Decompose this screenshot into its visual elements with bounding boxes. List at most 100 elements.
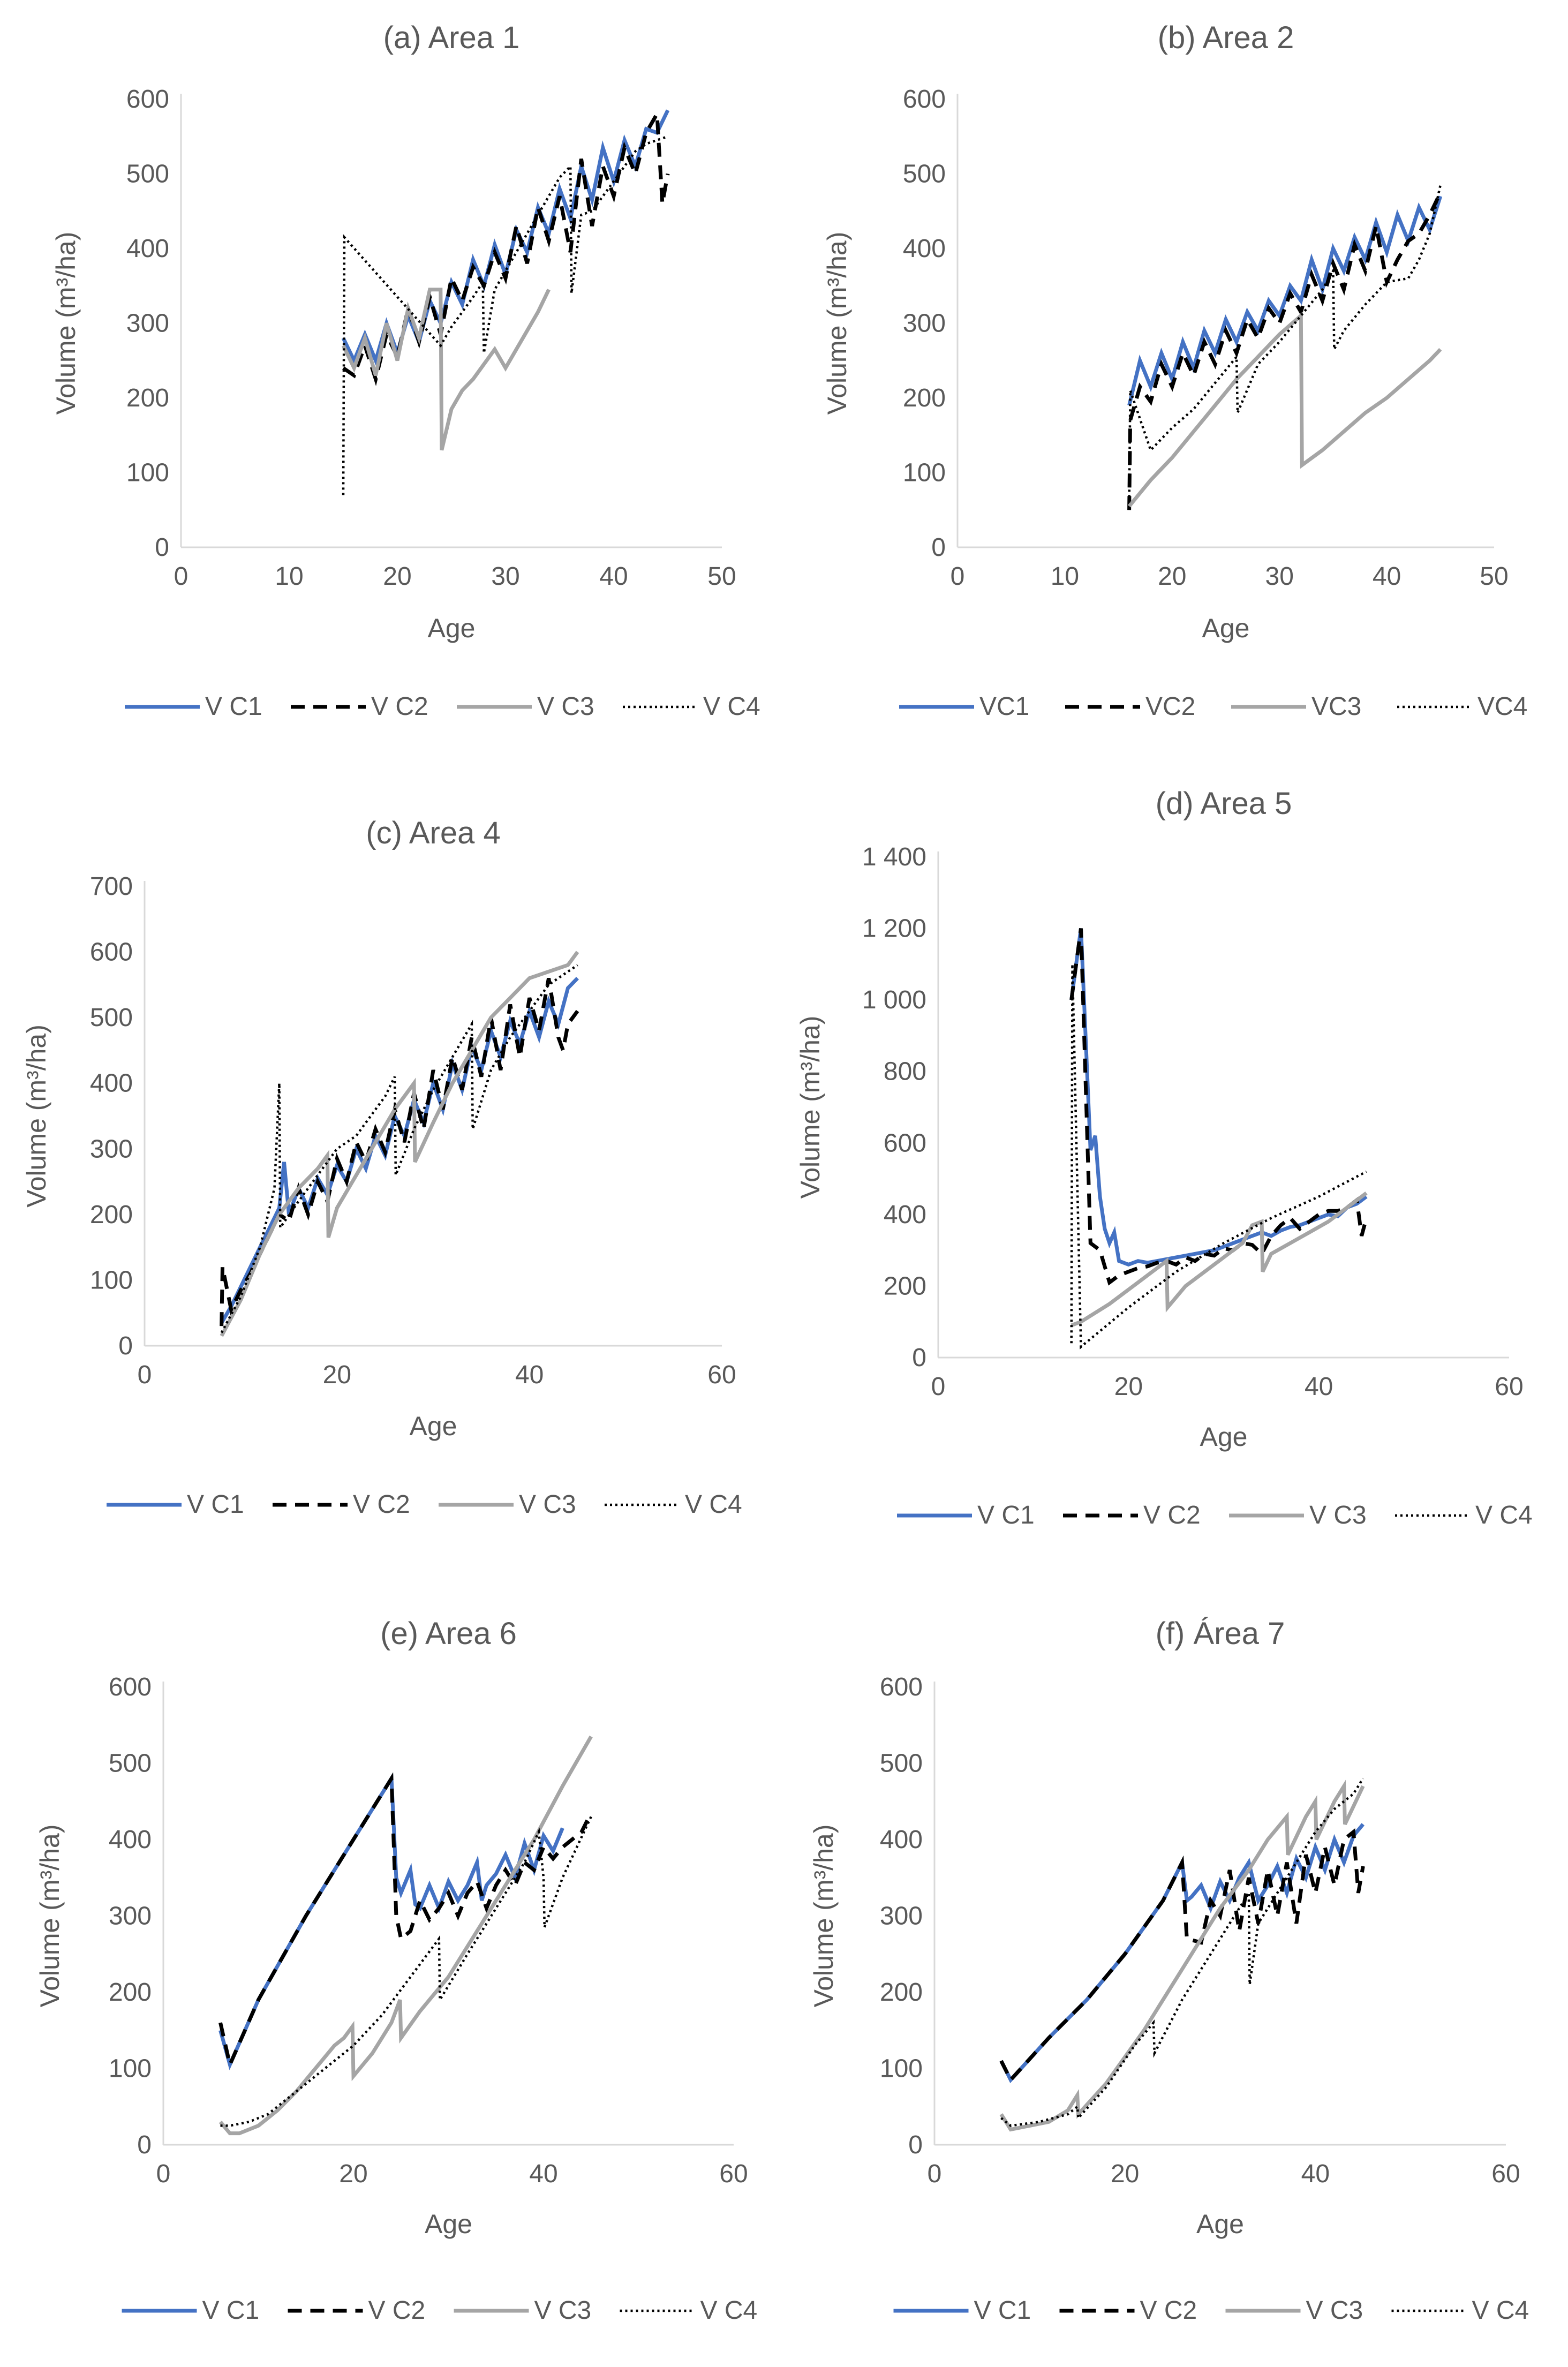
x-tick-label: 0 xyxy=(951,562,965,591)
x-tick-label: 60 xyxy=(1495,1373,1523,1401)
x-tick-label: 30 xyxy=(1265,562,1294,591)
series-line-vc4 xyxy=(1128,184,1442,503)
series-line-vc3 xyxy=(1071,1192,1368,1328)
legend-label: V C3 xyxy=(534,2296,592,2325)
x-tick-label: 0 xyxy=(174,562,189,591)
series-line-vc3 xyxy=(218,1735,593,2136)
x-axis-label: Age xyxy=(1196,2209,1244,2239)
y-tick-label: 400 xyxy=(126,235,169,263)
panel-b: (b) Area 2 0 100 200 300 400 500 600 0 10 20 30 40 50… xyxy=(784,0,1568,755)
y-tick-label: 800 xyxy=(884,1058,926,1086)
legend-label: V C2 xyxy=(1140,2296,1197,2325)
y-tick-label: 300 xyxy=(109,1902,152,1931)
series-line-vc4 xyxy=(220,1816,592,2127)
y-tick-label: 100 xyxy=(109,2055,152,2083)
series-line-vc2 xyxy=(218,1772,593,2071)
chart-area-6: (e) Area 6 0 100 200 300 400 500 600 0 20 40 60 Age V… xyxy=(35,1616,758,2325)
y-tick-label: 200 xyxy=(126,384,169,412)
panel-d: (d) Area 5 0 200 400 600 800 1 000 1 200 1 400 0 2… xyxy=(784,786,1568,1574)
series-line-vc1 xyxy=(1127,195,1443,406)
legend-label: V C1 xyxy=(974,2296,1031,2325)
legend-label: V C4 xyxy=(1472,2296,1529,2325)
series-line-vc4 xyxy=(220,964,578,1333)
y-axis-label: Volume (m³/ha) xyxy=(21,1024,51,1208)
x-axis-label: Age xyxy=(1200,1422,1248,1452)
x-tick-label: 20 xyxy=(1158,562,1186,591)
x-tick-label: 20 xyxy=(339,2160,367,2188)
y-tick-label: 600 xyxy=(884,1129,926,1157)
legend-label: V C1 xyxy=(202,2296,260,2325)
y-axis-label: Volume (m³/ha) xyxy=(822,232,852,415)
y-tick-label: 1 000 xyxy=(862,986,926,1014)
chart-title: (c) Area 4 xyxy=(366,816,500,850)
series-line-vc2 xyxy=(1127,191,1442,510)
x-tick-label: 40 xyxy=(529,2160,557,2188)
y-tick-label: 400 xyxy=(109,1826,152,1854)
x-tick-label: 0 xyxy=(931,1373,946,1401)
y-tick-label: 500 xyxy=(90,1004,133,1032)
series-line-vc2 xyxy=(220,977,579,1326)
legend-label: V C4 xyxy=(700,2296,758,2325)
y-tick-label: 500 xyxy=(903,160,946,189)
y-tick-label: 600 xyxy=(903,85,946,114)
y-tick-label: 0 xyxy=(118,1332,133,1360)
x-tick-label: 0 xyxy=(138,1361,152,1389)
y-tick-label: 700 xyxy=(90,872,133,901)
x-tick-label: 40 xyxy=(1301,2160,1330,2188)
y-tick-label: 0 xyxy=(137,2131,152,2159)
legend-label: V C4 xyxy=(1475,1501,1533,1529)
series-line-vc3 xyxy=(999,1780,1365,2132)
y-tick-label: 400 xyxy=(884,1201,926,1229)
x-tick-label: 0 xyxy=(156,2160,171,2188)
y-tick-label: 600 xyxy=(90,938,133,967)
y-tick-label: 300 xyxy=(880,1902,923,1931)
chart-area-4: (c) Area 4 0 100 200 300 400 500 600 700 0 20 40 60 A… xyxy=(21,816,742,1519)
y-axis-label: Volume (m³/ha) xyxy=(35,1825,65,2008)
y-tick-label: 500 xyxy=(880,1750,923,1778)
x-tick-label: 20 xyxy=(1114,1373,1143,1401)
series-line-vc4 xyxy=(342,135,668,495)
y-tick-label: 500 xyxy=(109,1750,152,1778)
y-tick-label: 1 400 xyxy=(862,843,926,871)
y-tick-label: 600 xyxy=(126,85,169,114)
legend-label: VC2 xyxy=(1145,692,1195,721)
y-tick-label: 1 200 xyxy=(862,915,926,943)
legend-label: V C4 xyxy=(703,692,760,721)
y-tick-label: 100 xyxy=(903,459,946,487)
y-tick-label: 200 xyxy=(90,1201,133,1229)
chart-title: (b) Area 2 xyxy=(1158,20,1294,55)
legend-label: V C2 xyxy=(368,2296,426,2325)
y-tick-label: 200 xyxy=(903,384,946,412)
panel-f: (f) Área 7 0 100 200 300 400 500 600 0 20 40 60 Age V… xyxy=(784,1585,1568,2367)
x-tick-label: 10 xyxy=(275,562,303,591)
chart-title: (f) Área 7 xyxy=(1156,1616,1285,1651)
legend-label: V C1 xyxy=(187,1490,244,1519)
x-axis-label: Age xyxy=(425,2209,472,2239)
panel-e: (e) Area 6 0 100 200 300 400 500 600 0 20 40 60 Age V… xyxy=(0,1585,784,2367)
legend-label: V C2 xyxy=(371,692,428,721)
x-tick-label: 60 xyxy=(707,1361,736,1389)
legend-label: VC1 xyxy=(979,692,1029,721)
y-axis-label: Volume (m³/ha) xyxy=(51,232,81,415)
x-tick-label: 40 xyxy=(515,1361,544,1389)
y-tick-label: 500 xyxy=(126,160,169,189)
legend-label: V C1 xyxy=(977,1501,1035,1529)
y-tick-label: 100 xyxy=(880,2055,923,2083)
y-tick-label: 400 xyxy=(90,1069,133,1098)
legend-label: V C3 xyxy=(537,692,594,721)
chart-area-5: (d) Area 5 0 200 400 600 800 1 000 1 200 1 400 0 2… xyxy=(795,786,1533,1529)
x-tick-label: 20 xyxy=(1111,2160,1139,2188)
y-tick-label: 300 xyxy=(126,310,169,338)
chart-area-2: (b) Area 2 0 100 200 300 400 500 600 0 10 20 30 40 50… xyxy=(822,20,1527,721)
x-axis-label: Age xyxy=(1202,613,1250,643)
chart-area-7: (f) Área 7 0 100 200 300 400 500 600 0 20 40 60 Age V… xyxy=(809,1616,1529,2325)
x-tick-label: 60 xyxy=(719,2160,748,2188)
legend-label: V C2 xyxy=(353,1490,410,1519)
y-tick-label: 200 xyxy=(880,1978,923,2007)
series-line-vc1 xyxy=(1069,928,1368,1267)
series-line-vc1 xyxy=(341,109,670,366)
y-tick-label: 0 xyxy=(931,533,946,562)
y-tick-label: 400 xyxy=(880,1826,923,1854)
x-tick-label: 40 xyxy=(1305,1373,1333,1401)
chart-area-1: (a) Area 1 0 100 200 300 400 500 600 0 10 20 30 40 50… xyxy=(51,20,760,721)
